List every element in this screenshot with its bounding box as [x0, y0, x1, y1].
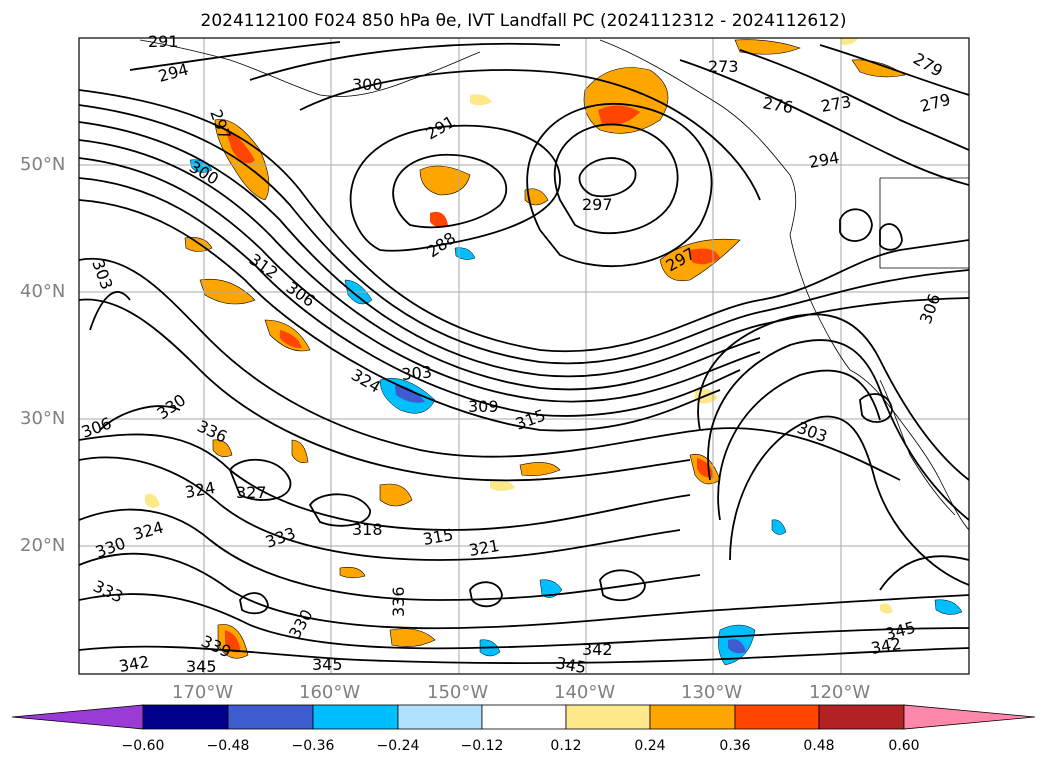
- colorbar-tick: −0.12: [460, 738, 504, 754]
- contour-label: 318: [352, 520, 383, 539]
- contour-label: 327: [236, 483, 267, 502]
- graticule: [79, 38, 969, 674]
- lon-label-130w: 130°W: [681, 682, 743, 703]
- map-title: 2024112100 F024 850 hPa θe, IVT Landfall…: [200, 11, 847, 31]
- contour-label: 309: [468, 397, 499, 416]
- contour-label: 345: [186, 657, 217, 676]
- theta-e-contours: [79, 41, 969, 664]
- contour-label: 342: [582, 640, 613, 659]
- colorbar: [11, 704, 1036, 730]
- colorbar-tick: 0.24: [634, 738, 666, 754]
- lon-label-170w: 170°W: [172, 682, 234, 703]
- contour-label: 345: [312, 655, 343, 674]
- colorbar-tick: 0.12: [550, 738, 582, 754]
- map-border: [78, 37, 970, 675]
- coastline: [139, 39, 969, 531]
- lat-label-50: 50°N: [20, 154, 66, 175]
- colorbar-tick: −0.60: [121, 738, 165, 754]
- shading-red: [225, 105, 720, 653]
- contour-label: 300: [352, 75, 383, 94]
- colorbar-tick: 0.60: [888, 738, 920, 754]
- contour-label: 303: [401, 362, 433, 384]
- colorbar-extend-low: [11, 704, 144, 730]
- lat-label-40: 40°N: [20, 281, 66, 302]
- lat-label-20: 20°N: [20, 535, 66, 556]
- lon-label-120w: 120°W: [809, 682, 871, 703]
- lat-label-30: 30°N: [20, 408, 66, 429]
- colorbar-tick: −0.24: [376, 738, 420, 754]
- lon-label-140w: 140°W: [554, 682, 616, 703]
- contour-label: 273: [708, 57, 739, 76]
- lon-label-150w: 150°W: [427, 682, 489, 703]
- shading-darkblue: [395, 385, 746, 654]
- lon-label-160w: 160°W: [299, 682, 361, 703]
- colorbar-tick: −0.36: [291, 738, 335, 754]
- contour-label: 297: [582, 195, 613, 214]
- colorbar-tick: 0.36: [719, 738, 751, 754]
- contour-label: 291: [148, 32, 179, 51]
- colorbar-tick: −0.48: [206, 738, 250, 754]
- colorbar-tick: 0.48: [803, 738, 835, 754]
- colorbar-extend-high: [903, 704, 1036, 730]
- contour-label: 336: [389, 586, 408, 617]
